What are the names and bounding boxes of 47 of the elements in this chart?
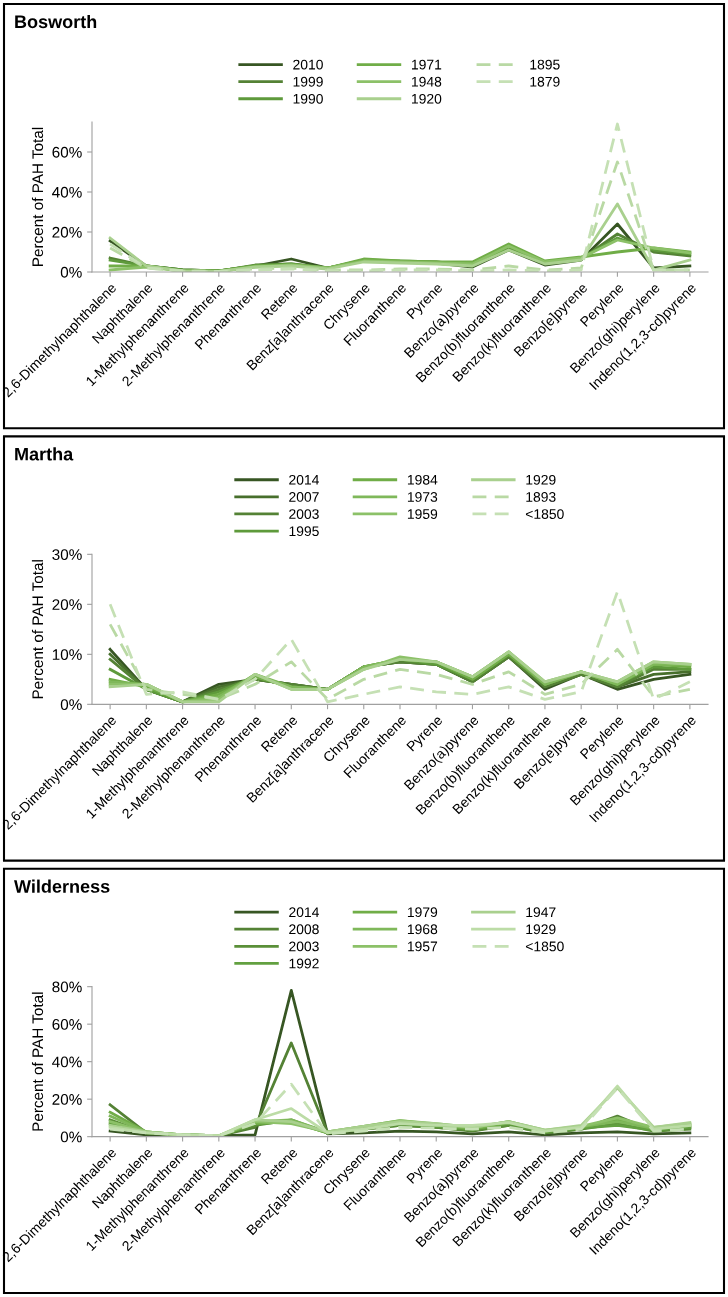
y-axis-title: Percent of PAH Total xyxy=(31,992,44,1131)
y-tick-label: 60% xyxy=(52,146,82,158)
legend-label: 1929 xyxy=(526,924,556,935)
y-tick-label: 20% xyxy=(52,226,82,238)
legend-label: 2008 xyxy=(289,924,319,935)
y-tick-label: 80% xyxy=(52,981,82,993)
legend-label: <1850 xyxy=(525,941,564,952)
legend-label: 1957 xyxy=(407,941,438,952)
legend-label: 1929 xyxy=(526,474,556,485)
legend-label: 2014 xyxy=(289,474,319,485)
y-tick-label: 60% xyxy=(52,1019,82,1030)
y-tick-label: 40% xyxy=(52,186,82,198)
legend-label: 2003 xyxy=(289,941,319,952)
legend-label: 1971 xyxy=(412,59,442,70)
y-axis-title: Percent of PAH Total xyxy=(31,560,44,699)
legend-label: 1992 xyxy=(289,958,319,969)
legend-label: <1850 xyxy=(525,509,564,519)
legend-label: 1990 xyxy=(293,93,323,104)
legend-label: 1947 xyxy=(526,907,556,918)
legend-label: 1995 xyxy=(289,526,319,537)
chart-title: Martha xyxy=(15,447,74,461)
y-tick-label: 40% xyxy=(52,1056,82,1068)
y-tick-label: 20% xyxy=(52,1094,82,1105)
legend-label: 2010 xyxy=(293,59,323,70)
y-tick-label: 10% xyxy=(52,649,82,661)
legend-label: 1979 xyxy=(407,907,438,918)
chart-title: Bosworth xyxy=(15,14,97,29)
legend-label: 2014 xyxy=(289,907,319,918)
legend-label: 1879 xyxy=(530,76,560,87)
legend-label: 1973 xyxy=(407,492,438,502)
y-tick-label: 0% xyxy=(60,266,82,278)
legend-label: 1895 xyxy=(530,59,560,70)
y-tick-label: 0% xyxy=(60,699,82,711)
legend-label: 1999 xyxy=(293,76,323,87)
legend-label: 2003 xyxy=(289,509,319,519)
legend-label: 1984 xyxy=(407,474,438,485)
legend-label: 1959 xyxy=(407,509,438,519)
y-tick-label: 20% xyxy=(52,599,82,611)
y-axis-title: Percent of PAH Total xyxy=(31,127,44,266)
legend-label: 1968 xyxy=(407,924,438,935)
legend-label: 1893 xyxy=(526,492,556,502)
chart-title: Wilderness xyxy=(14,879,110,893)
y-tick-label: 30% xyxy=(52,549,82,561)
legend-label: 2007 xyxy=(289,492,319,502)
y-tick-label: 0% xyxy=(60,1131,82,1143)
legend-label: 1948 xyxy=(412,76,442,87)
legend-label: 1920 xyxy=(412,93,442,104)
